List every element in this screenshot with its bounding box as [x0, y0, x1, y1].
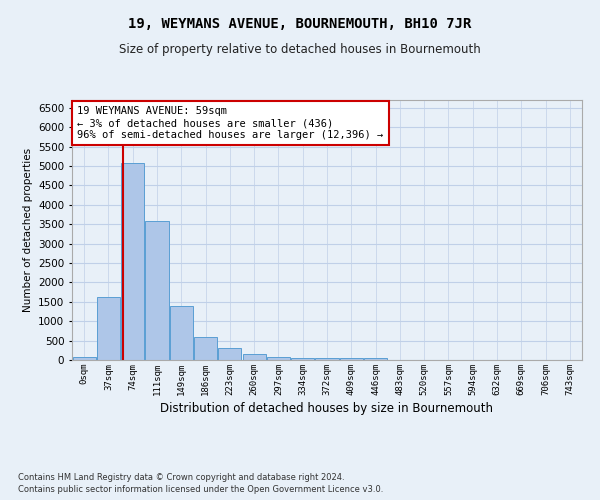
Bar — [364, 358, 387, 360]
Bar — [316, 358, 338, 360]
Text: Contains HM Land Registry data © Crown copyright and database right 2024.: Contains HM Land Registry data © Crown c… — [18, 472, 344, 482]
Bar — [242, 354, 266, 360]
Bar — [340, 358, 363, 360]
Bar — [73, 358, 95, 360]
Bar — [218, 348, 241, 360]
Bar — [291, 358, 314, 360]
Text: 19 WEYMANS AVENUE: 59sqm
← 3% of detached houses are smaller (436)
96% of semi-d: 19 WEYMANS AVENUE: 59sqm ← 3% of detache… — [77, 106, 383, 140]
Bar — [145, 220, 169, 360]
Bar — [267, 356, 290, 360]
Bar — [121, 163, 144, 360]
X-axis label: Distribution of detached houses by size in Bournemouth: Distribution of detached houses by size … — [161, 402, 493, 415]
Text: 19, WEYMANS AVENUE, BOURNEMOUTH, BH10 7JR: 19, WEYMANS AVENUE, BOURNEMOUTH, BH10 7J… — [128, 18, 472, 32]
Bar — [170, 306, 193, 360]
Y-axis label: Number of detached properties: Number of detached properties — [23, 148, 32, 312]
Text: Size of property relative to detached houses in Bournemouth: Size of property relative to detached ho… — [119, 42, 481, 56]
Text: Contains public sector information licensed under the Open Government Licence v3: Contains public sector information licen… — [18, 485, 383, 494]
Bar — [97, 297, 120, 360]
Bar — [194, 336, 217, 360]
